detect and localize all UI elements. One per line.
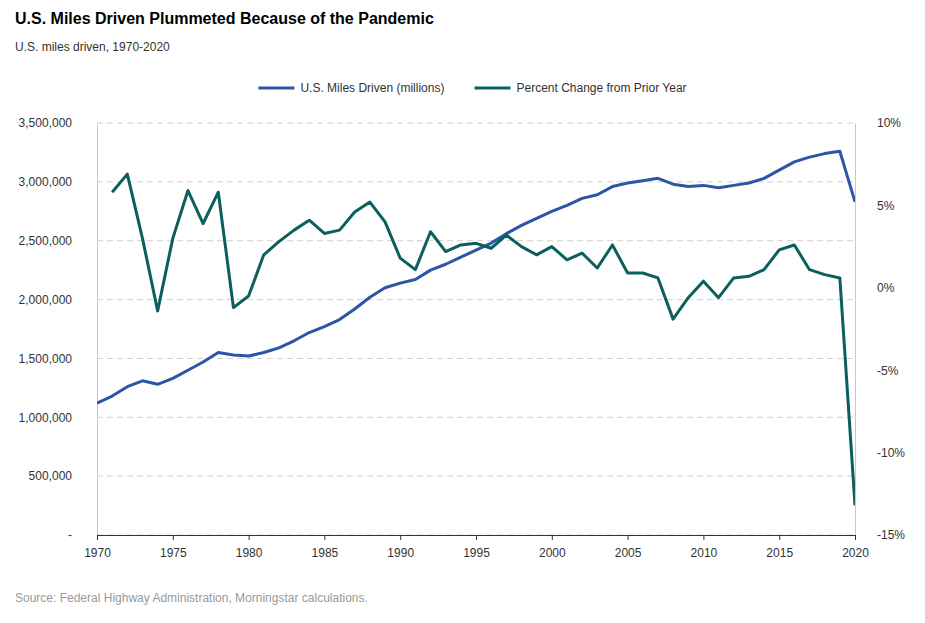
tick-label: 2015 [766,546,793,560]
grid-line [97,181,855,182]
x-axis: 1970 1975 1980 1985 1990 1995 2000 2005 2010 2015… [84,535,869,560]
tick-mark [703,535,704,540]
tick: 2010 [691,535,718,560]
grid-line [97,417,855,418]
tick-mark [779,535,780,540]
tick-label: -15% [877,528,905,542]
tick-label: 1990 [387,546,414,560]
tick-label: 2020 [842,546,869,560]
tick: 1975 [160,535,187,560]
tick-mark [249,535,250,540]
tick-label: 1,500,000 [19,352,73,366]
tick: 10% [855,116,901,130]
tick-label: 0% [877,281,895,295]
grid [97,123,855,535]
tick-label: -5% [877,364,899,378]
tick: - [68,528,97,542]
tick: 1995 [463,535,490,560]
tick-label: - [68,528,72,542]
tick: 2,000,000 [19,293,97,307]
tick: 1,000,000 [19,411,97,425]
tick: 2000 [539,535,566,560]
tick-label: 3,500,000 [19,116,73,130]
line [112,174,855,505]
tick-mark [324,535,325,540]
tick-label: 1975 [160,546,187,560]
tick: 1985 [312,535,339,560]
legend-swatch [474,87,510,90]
axis-line [98,536,856,541]
tick-label: 5% [877,199,895,213]
tick-mark [400,535,401,540]
axis-line [855,124,856,536]
tick-label: 2,000,000 [19,293,73,307]
title: U.S. Miles Driven Plummeted Because of t… [15,10,434,27]
tick-mark [97,535,98,540]
legend: U.S. Miles Driven (millions) Percent Chan… [258,81,686,95]
tick: 1970 [84,535,111,560]
tick: 3,500,000 [19,116,97,130]
axis-line [97,124,98,536]
tick: 5% [855,199,895,213]
grid-line [97,123,855,124]
tick: 2005 [615,535,642,560]
grid-line [97,476,855,477]
tick-label: 500,000 [29,469,73,483]
legend-item: U.S. Miles Driven (millions) [258,81,444,95]
source: Source: Federal Highway Administration, … [15,591,368,605]
tick: 2015 [766,535,793,560]
tick-label: 1995 [463,546,490,560]
tick: -5% [855,364,899,378]
tick: 500,000 [29,469,97,483]
tick: -15% [855,528,905,542]
legend-item: Percent Change from Prior Year [474,81,686,95]
tick: 2,500,000 [19,234,97,248]
tick: 1,500,000 [19,352,97,366]
tick-label: 2010 [691,546,718,560]
tick-mark [173,535,174,540]
tick-mark [476,535,477,540]
tick: 2020 [842,535,869,560]
tick-label: 2,500,000 [19,234,73,248]
tick-label: 3,000,000 [19,175,73,189]
y-axis: - 500,000 1,000,000 1,500,000 2,000,000 2,500… [19,116,98,542]
tick: 1990 [387,535,414,560]
grid-line [97,240,855,241]
subtitle: U.S. miles driven, 1970-2020 [15,40,170,54]
tick-label: 1985 [312,546,339,560]
tick: -10% [855,446,905,460]
legend-swatch [258,87,294,90]
grid-line [97,299,855,300]
y2-axis: -15% -10% -5% 0% 5% 10% [855,116,905,542]
tick-mark [628,535,629,540]
legend-label: U.S. Miles Driven (millions) [300,81,444,95]
chart: U.S. Miles Driven Plummeted Because of t… [0,0,925,623]
tick: 1980 [236,535,263,560]
tick-label: 2005 [615,546,642,560]
legend-label: Percent Change from Prior Year [516,81,686,95]
tick-label: 2000 [539,546,566,560]
tick: 3,000,000 [19,175,97,189]
tick-label: -10% [877,446,905,460]
tick: 0% [855,281,895,295]
tick-mark [855,535,856,540]
tick-label: 1970 [84,546,111,560]
tick-label: 1980 [236,546,263,560]
tick-mark [552,535,553,540]
plot: - 500,000 1,000,000 1,500,000 2,000,000 2,500… [19,116,906,559]
tick-label: 10% [877,116,901,130]
series-group [97,151,855,505]
tick-label: 1,000,000 [19,411,73,425]
